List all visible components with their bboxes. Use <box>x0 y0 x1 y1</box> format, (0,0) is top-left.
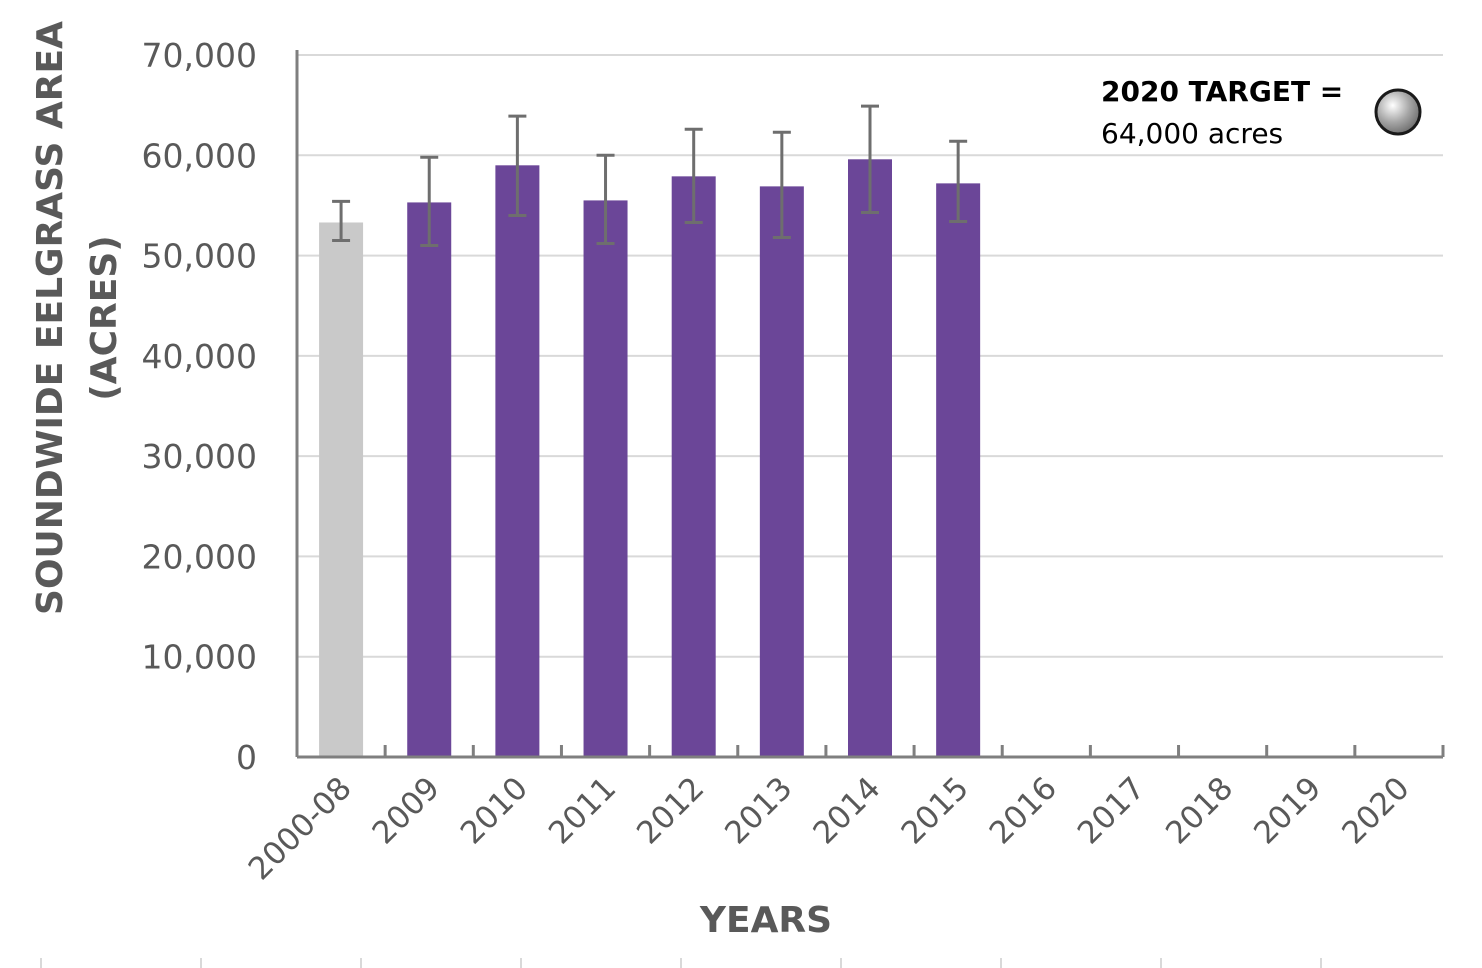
y-tick-label: 60,000 <box>142 136 257 175</box>
x-tick-label: 2012 <box>630 770 711 851</box>
x-tick-label: 2016 <box>983 770 1064 851</box>
error-bar-2010 <box>508 114 527 217</box>
y-tick-label: 70,000 <box>142 36 257 75</box>
y-tick-label: 0 <box>236 738 257 777</box>
x-tick-label: 2017 <box>1071 770 1152 851</box>
bar-2012 <box>671 176 716 758</box>
error-bar-2013 <box>772 130 791 240</box>
bars <box>319 159 981 758</box>
y-tick-label: 30,000 <box>142 437 257 476</box>
bar-2014 <box>848 159 892 758</box>
axes <box>295 50 1445 759</box>
error-bar-2009 <box>420 155 439 248</box>
bar-2009 <box>407 202 452 758</box>
y-tick-label: 50,000 <box>142 237 257 276</box>
error-bar-2000-08 <box>332 199 351 243</box>
bar-2010 <box>495 165 540 758</box>
target-marker <box>1374 88 1422 136</box>
x-tick-label: 2018 <box>1159 770 1240 851</box>
y-axis-tick-labels: 0 10,000 20,000 30,000 40,000 50,000 60,000 70,… <box>142 36 257 777</box>
error-bars <box>332 104 968 248</box>
x-tick-label: 2019 <box>1247 770 1328 851</box>
y-axis-title-line-2: (ACRES) <box>84 235 125 400</box>
x-tick-label: 2014 <box>806 770 887 851</box>
bar-2015 <box>936 183 981 757</box>
x-tick-label: 2010 <box>454 770 535 851</box>
error-bar-2012 <box>684 127 703 224</box>
y-tick-label: 10,000 <box>142 638 257 677</box>
y-axis-title-line-1: SOUNDWIDE EELGRASS AREA <box>30 21 71 615</box>
bottom-tick-marks <box>40 958 1322 968</box>
bar-2013 <box>759 186 804 758</box>
target-title: 2020 TARGET = <box>1101 75 1343 108</box>
x-tick-label: 2013 <box>718 770 799 851</box>
x-axis-tick-labels: 2000-08 2009 2010 2011 2012 2013 2014 2015 2016 2… <box>242 770 1417 887</box>
error-bar-2014 <box>861 104 879 214</box>
x-tick-label: 2009 <box>366 770 447 851</box>
bar-2011 <box>583 200 628 757</box>
x-tick-label: 2011 <box>542 770 623 851</box>
target-value-label: 64,000 acres <box>1101 117 1283 150</box>
error-bar-2015 <box>949 139 968 223</box>
x-tick-label: 2020 <box>1335 770 1416 851</box>
x-axis-title: YEARS <box>699 900 832 941</box>
y-tick-label: 40,000 <box>142 337 257 376</box>
error-bar-2011 <box>596 153 615 246</box>
y-tick-label: 20,000 <box>142 537 257 576</box>
x-tick-label: 2015 <box>895 770 976 851</box>
x-tick-label: 2000-08 <box>242 770 359 887</box>
bar-2000-08 <box>319 222 364 757</box>
